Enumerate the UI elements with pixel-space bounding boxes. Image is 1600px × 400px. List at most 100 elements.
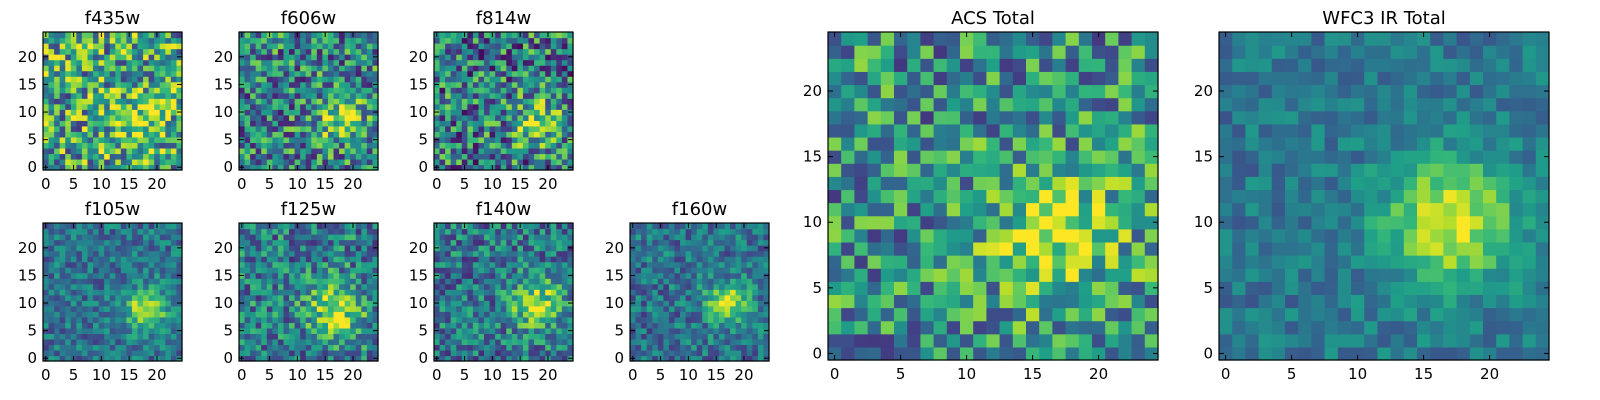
heatmap-cell (244, 158, 251, 166)
heatmap-cell (550, 349, 557, 357)
heatmap-cell (495, 54, 502, 61)
heatmap-cell (316, 37, 323, 44)
y-tick-label: 5 (27, 131, 37, 149)
heatmap-cell (724, 327, 731, 334)
heatmap-cell (272, 164, 279, 171)
heatmap-cell (277, 289, 285, 296)
heatmap-cell (43, 125, 50, 132)
heatmap-cell (511, 261, 518, 268)
heatmap-cell (355, 316, 362, 323)
heatmap-cell (143, 98, 150, 105)
heatmap-cell (316, 333, 323, 340)
heatmap-cell (244, 355, 251, 362)
heatmap-cell (511, 349, 518, 357)
heatmap-cell (165, 234, 172, 241)
heatmap-cell (461, 147, 468, 155)
heatmap-cell (973, 163, 987, 177)
heatmap-cell (545, 338, 552, 346)
heatmap-cell (266, 250, 273, 257)
heatmap-cell (115, 294, 122, 301)
heatmap-cell (680, 234, 687, 241)
heatmap-cell (115, 228, 122, 235)
heatmap-cell (48, 103, 55, 110)
heatmap-cell (1144, 228, 1159, 243)
heatmap-cell (300, 32, 307, 39)
heatmap-cell (718, 333, 726, 340)
heatmap-cell (456, 245, 463, 252)
heatmap-cell (489, 344, 496, 351)
heatmap-cell (445, 114, 452, 121)
heatmap-cell (322, 59, 329, 66)
heatmap-cell (691, 245, 698, 252)
heatmap-cell (484, 65, 491, 72)
heatmap-cell (561, 147, 569, 155)
heatmap-cell (763, 349, 770, 357)
heatmap-cell (311, 327, 318, 334)
heatmap-cell (159, 147, 166, 155)
heatmap-cell (266, 109, 273, 116)
heatmap-cell (735, 349, 742, 357)
heatmap-cell (93, 316, 100, 323)
heatmap-cell (561, 164, 569, 171)
heatmap-cell (70, 37, 77, 44)
heatmap-cell (630, 256, 637, 263)
heatmap-cell (641, 294, 648, 301)
heatmap-cell (344, 305, 351, 312)
heatmap-cell (539, 256, 546, 263)
heatmap-cell (478, 81, 485, 88)
heatmap-cell (154, 289, 161, 296)
heatmap-cell (250, 305, 257, 312)
heatmap-cell (283, 32, 290, 39)
heatmap-cell (484, 153, 491, 160)
heatmap-cell (450, 245, 457, 252)
heatmap-cell (439, 153, 446, 160)
heatmap-cell (131, 250, 139, 257)
heatmap-cell (137, 136, 144, 143)
heatmap-cell (674, 228, 681, 235)
heatmap-cell (250, 349, 257, 357)
heatmap-cell (746, 223, 753, 230)
heatmap-cell (148, 349, 155, 357)
heatmap-cell (550, 327, 557, 334)
heatmap-cell (489, 327, 496, 334)
heatmap-cell (244, 120, 251, 127)
heatmap-cell (472, 228, 480, 235)
heatmap-cell (735, 311, 742, 318)
heatmap-cell (143, 48, 150, 55)
heatmap-cell (48, 355, 55, 362)
heatmap-cell (450, 267, 457, 274)
heatmap-cell (159, 92, 166, 99)
heatmap-cell (567, 59, 574, 66)
heatmap-cell (366, 355, 374, 362)
heatmap-cell (495, 283, 502, 290)
heatmap-cell (283, 109, 290, 116)
heatmap-cell (467, 32, 474, 39)
heatmap-cell (445, 256, 452, 263)
heatmap-cell (65, 316, 72, 323)
heatmap-cell (495, 322, 502, 329)
heatmap-cell (81, 92, 89, 99)
heatmap-cell (556, 327, 563, 334)
heatmap-cell (539, 250, 546, 257)
heatmap-cell (696, 256, 703, 263)
heatmap-cell (294, 349, 301, 357)
heatmap-cell (946, 307, 961, 322)
heatmap-cell (322, 316, 329, 323)
heatmap-cell (506, 261, 513, 268)
heatmap-cell (500, 43, 507, 50)
heatmap-cell (556, 125, 563, 132)
heatmap-cell (76, 250, 83, 257)
heatmap-cell (322, 153, 329, 160)
heatmap-cell (635, 355, 642, 362)
heatmap-cell (450, 228, 457, 235)
heatmap-cell (244, 65, 251, 72)
heatmap-cell (59, 344, 66, 351)
heatmap-cell (646, 322, 653, 329)
heatmap-cell (691, 305, 698, 312)
heatmap-cell (730, 245, 737, 252)
y-tick-label: 5 (223, 322, 233, 340)
heatmap-cell (680, 344, 687, 351)
heatmap-cell (674, 261, 681, 268)
heatmap-cell (445, 289, 452, 296)
heatmap-cell (366, 338, 374, 346)
